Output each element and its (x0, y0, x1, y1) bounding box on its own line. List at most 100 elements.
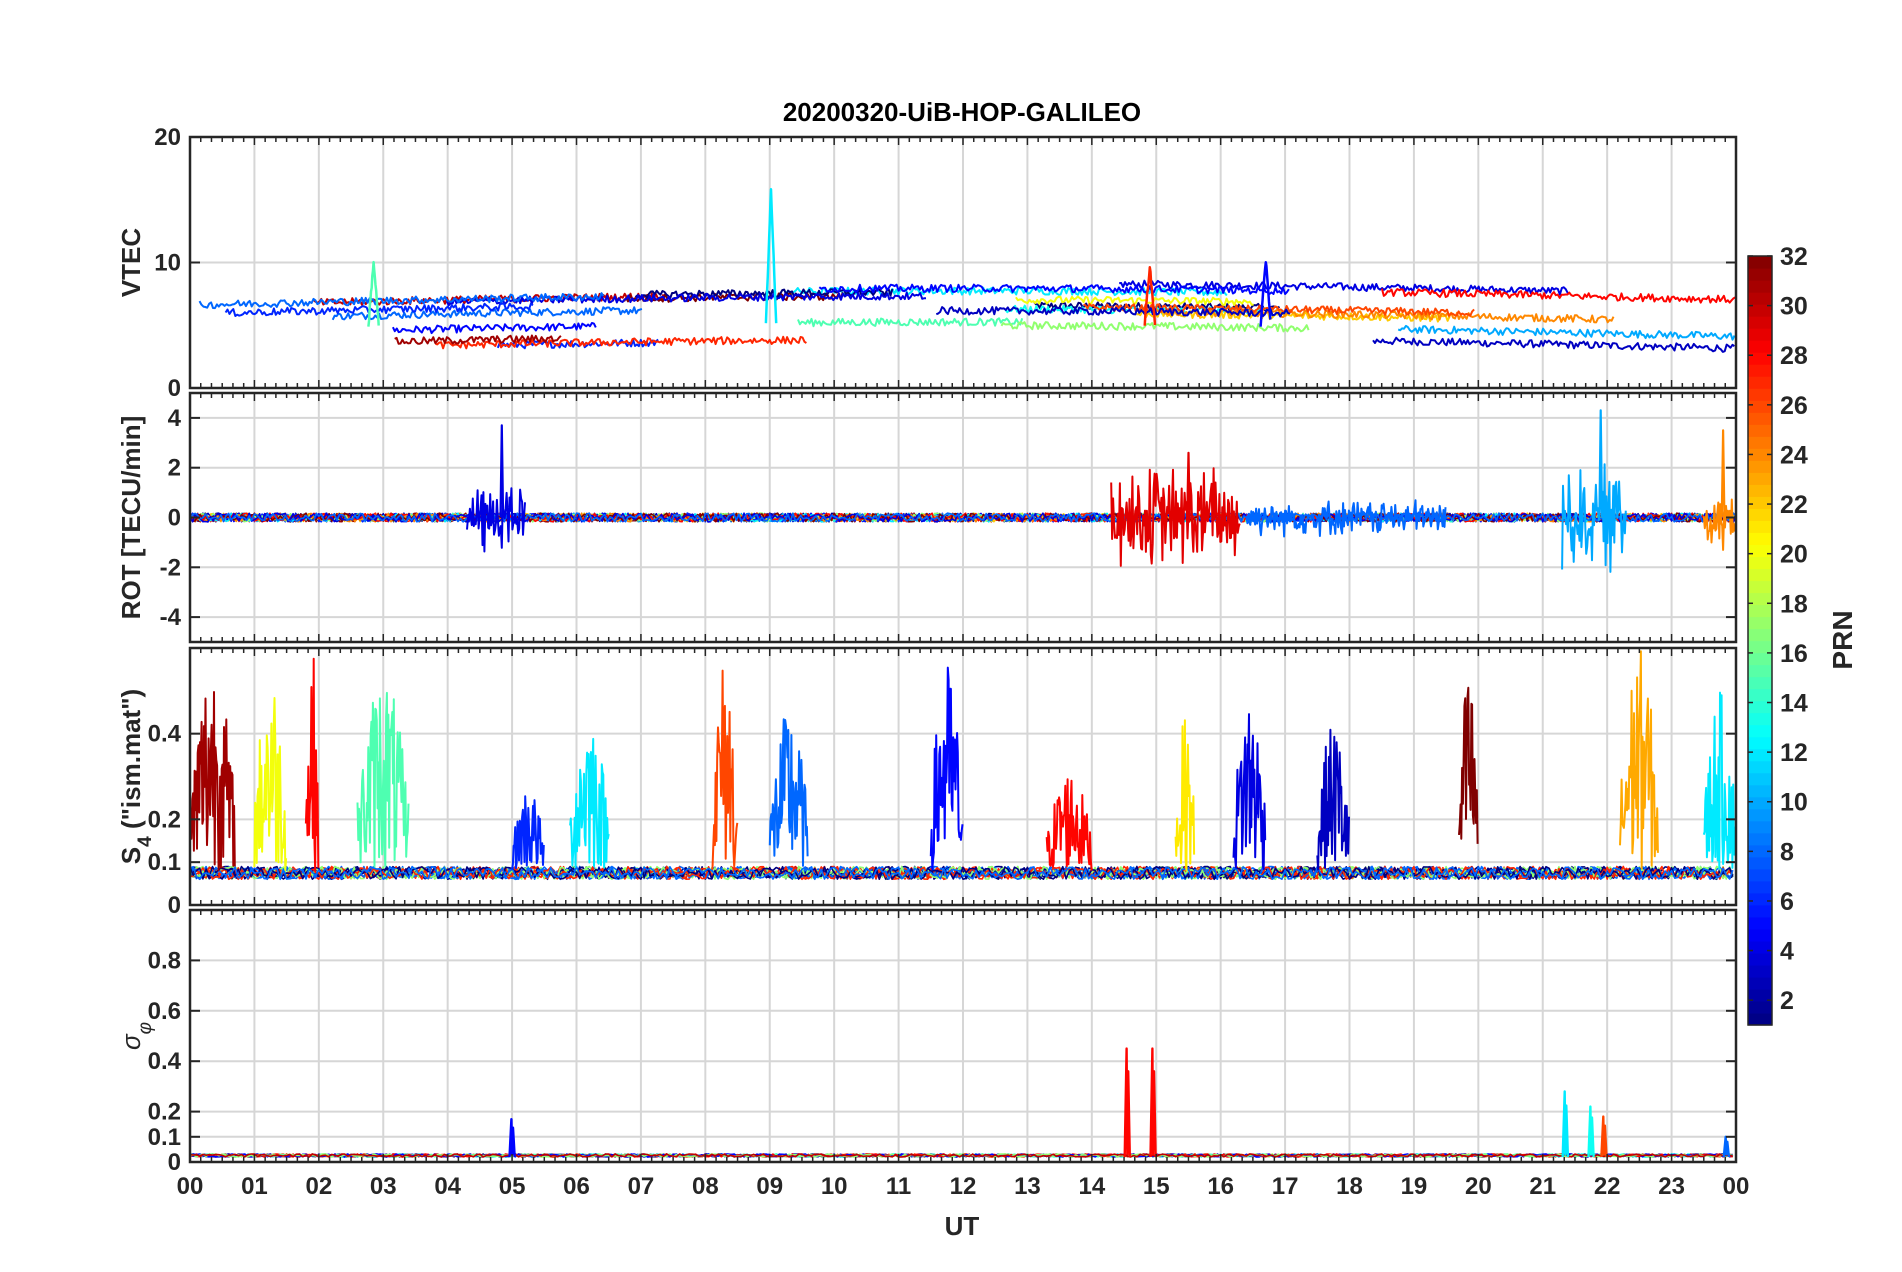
x-tick-label: 16 (1207, 1173, 1234, 1200)
vtec-spike (367, 260, 380, 327)
vtec-trace (198, 292, 605, 310)
colorbar-tick-label: 14 (1780, 690, 1808, 718)
y-tick-label: 20 (154, 124, 181, 151)
y-tick-label: -2 (160, 554, 181, 581)
colorbar-tick-label: 8 (1780, 838, 1794, 866)
x-axis: 00 01 02 03 04 05 06 07 08 09 10 11 12 13 14 15 16 17 18 19… (177, 1173, 1750, 1200)
colorbar-segment (1748, 952, 1772, 966)
colorbar-segment (1748, 544, 1772, 557)
y-tick-label: 0.8 (148, 947, 181, 974)
colorbar-segment (1748, 880, 1772, 894)
colorbar-segment (1748, 796, 1772, 810)
colorbar-tick-label: 30 (1780, 293, 1808, 321)
colorbar-tick-label: 16 (1780, 640, 1808, 668)
panel-frame (188, 646, 1738, 907)
colorbar-segment (1748, 352, 1772, 365)
colorbar-segment (1748, 340, 1772, 353)
rot-burst (1245, 499, 1447, 538)
s4-burst (1316, 728, 1350, 871)
colorbar-segment (1748, 616, 1772, 630)
colorbar-segment (1748, 268, 1772, 281)
rot-burst (466, 487, 526, 553)
colorbar-segment (1748, 904, 1772, 918)
ylabel-rest: ("ism.mat") (116, 689, 146, 836)
y-tick-label: 10 (154, 250, 181, 277)
s4-burst (929, 666, 964, 871)
x-tick-label: 01 (241, 1173, 268, 1200)
vtec-trace (818, 283, 1290, 295)
y-tick-label: 2 (168, 455, 181, 482)
colorbar-segment (1748, 784, 1772, 798)
colorbar-segment (1748, 712, 1772, 726)
x-tick-label: 13 (1014, 1173, 1041, 1200)
vtec-trace (496, 338, 659, 350)
colorbar-segment (1748, 496, 1772, 509)
x-tick-label: 03 (370, 1173, 397, 1200)
colorbar-segment (1748, 460, 1772, 473)
y-tick-label: 0.4 (148, 721, 182, 748)
colorbar-tick-label: 4 (1780, 938, 1794, 966)
colorbar-tick-label: 26 (1780, 392, 1808, 420)
colorbar-segment (1748, 724, 1772, 738)
vtec-trace (1000, 321, 1310, 333)
vtec-spike (1259, 260, 1272, 327)
y-axis-label: VTEC (116, 228, 146, 298)
colorbar-segment (1748, 400, 1772, 413)
s4-burst (768, 718, 809, 867)
sigma-spike (1149, 1047, 1157, 1158)
vtec-trace (445, 291, 927, 307)
colorbar-segment (1748, 412, 1772, 425)
colorbar-segment (1748, 304, 1772, 317)
colorbar-label: PRN (1827, 610, 1858, 669)
rot-burst (1110, 467, 1241, 567)
sigma-spike (1587, 1105, 1595, 1158)
x-tick-label: 06 (563, 1173, 590, 1200)
colorbar-tick-label: 28 (1780, 342, 1808, 370)
colorbar-frame (1747, 255, 1773, 1026)
colorbar-segment (1748, 808, 1772, 822)
colorbar-segment (1748, 520, 1772, 533)
colorbar-segment (1748, 328, 1772, 341)
colorbar-segment (1748, 832, 1772, 846)
y-tick-label: 0 (168, 1149, 181, 1176)
x-tick-label: 21 (1529, 1173, 1556, 1200)
colorbar-segment (1748, 256, 1772, 269)
colorbar-segment (1748, 892, 1772, 906)
y-tick-label: 0.1 (148, 849, 181, 876)
vtec-spike (764, 188, 778, 324)
s4-burst (253, 697, 288, 871)
colorbar-segment (1748, 640, 1772, 654)
s4-burst (304, 657, 320, 872)
colorbar-segment (1748, 364, 1772, 377)
colorbar-tick-label: 10 (1780, 789, 1808, 817)
colorbar-segment (1748, 652, 1772, 666)
s4-burst (1174, 719, 1196, 872)
colorbar-segment (1748, 940, 1772, 954)
x-tick-label: 04 (434, 1173, 461, 1200)
sigma-spike (1561, 1090, 1570, 1158)
colorbar-segment (1748, 280, 1772, 293)
x-tick-label: 00 (177, 1173, 204, 1200)
x-tick-label: 05 (499, 1173, 526, 1200)
colorbar-segment (1748, 448, 1772, 461)
ylabel-subscript: φ (135, 1022, 156, 1034)
colorbar-segment (1748, 964, 1772, 978)
colorbar-segment (1748, 580, 1772, 594)
colorbar-segment (1748, 676, 1772, 690)
colorbar-segment (1748, 1000, 1772, 1014)
colorbar-tick-label: 18 (1780, 590, 1808, 618)
colorbar-segment (1748, 472, 1772, 485)
y-tick-label: -4 (160, 604, 182, 631)
s4-burst (1045, 778, 1093, 871)
colorbar-segment (1748, 292, 1772, 305)
colorbar-segment (1748, 484, 1772, 497)
x-tick-label: 23 (1658, 1173, 1685, 1200)
s4-burst (190, 691, 236, 872)
x-tick-label: 14 (1078, 1173, 1105, 1200)
s4-burst (1458, 686, 1479, 844)
colorbar-tick-label: 6 (1780, 888, 1794, 916)
colorbar-segment (1748, 568, 1772, 582)
panel-vtec: 0 10 20 VTEC (116, 124, 1738, 402)
vtec-trace (391, 322, 597, 335)
